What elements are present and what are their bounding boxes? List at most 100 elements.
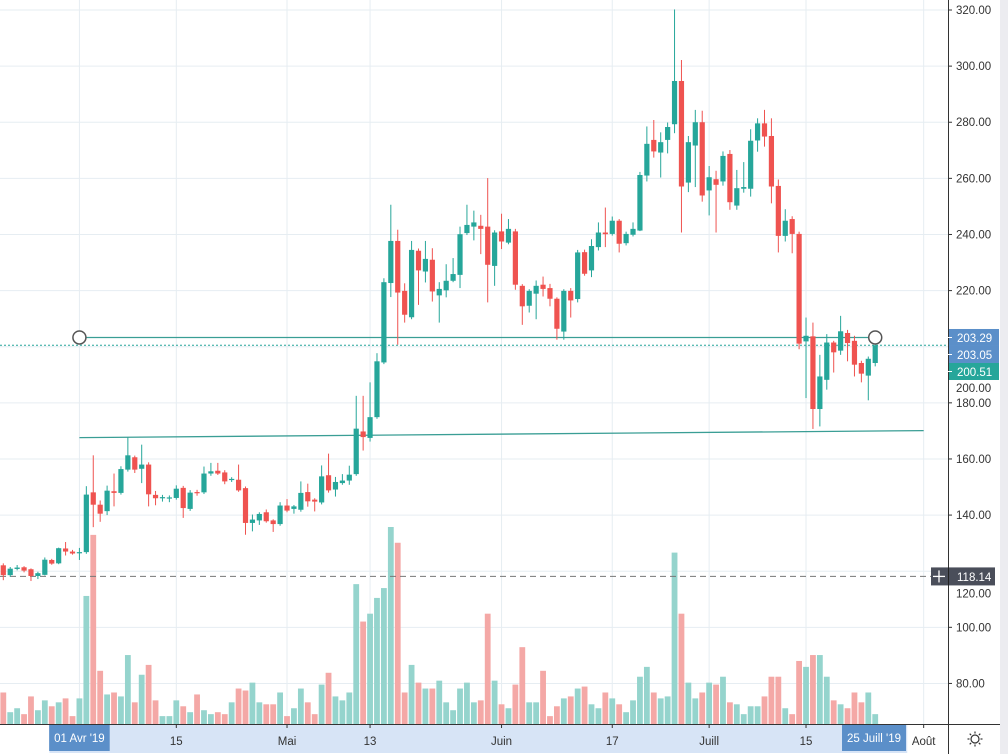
candle-body — [159, 497, 166, 499]
time-label-bg — [842, 725, 906, 751]
candle — [429, 248, 435, 302]
candle — [865, 356, 871, 401]
candle-body — [388, 240, 394, 284]
candle-body — [263, 512, 269, 522]
volume-bar — [588, 704, 595, 724]
candle-body — [173, 488, 179, 498]
time-tick-label: Août — [912, 736, 936, 748]
candle-body — [408, 249, 415, 318]
candle — [533, 280, 539, 320]
candle-body — [665, 127, 671, 140]
candle — [346, 465, 352, 485]
candle — [678, 59, 685, 233]
volume-bar — [692, 698, 699, 724]
candle — [76, 547, 83, 560]
plus-icon[interactable] — [933, 570, 945, 583]
volume-bar — [97, 670, 104, 724]
trend-line-drawing[interactable] — [79, 429, 924, 439]
candle-body — [367, 417, 373, 438]
volume-bar — [858, 702, 865, 724]
volume-bar — [699, 692, 706, 724]
candle-body — [429, 259, 435, 292]
candle — [741, 162, 747, 193]
line-price-label: 203.29 — [957, 333, 992, 345]
volume-bar — [339, 700, 346, 724]
volume-bar — [124, 655, 131, 724]
volume-bar — [297, 688, 304, 724]
candle — [194, 489, 200, 496]
line-handle[interactable] — [72, 330, 87, 345]
volume-bar — [360, 621, 367, 724]
candle — [665, 122, 671, 154]
candle-body — [838, 331, 844, 351]
scrollbar-strip[interactable] — [1000, 0, 1008, 754]
candle-body — [671, 80, 678, 125]
candle — [803, 317, 809, 399]
candle-body — [249, 519, 256, 523]
candle — [132, 455, 138, 473]
volume-bar — [443, 702, 450, 724]
candle — [284, 499, 290, 513]
candle-body — [97, 504, 103, 514]
volume-bar — [796, 660, 802, 724]
candle-body — [561, 290, 567, 332]
candle-body — [602, 232, 608, 235]
volume-bar — [48, 706, 55, 724]
drawings[interactable] — [0, 336, 948, 577]
sun-gear-icon[interactable] — [967, 731, 983, 747]
candle — [242, 486, 249, 535]
volume-bar — [194, 694, 200, 724]
candle — [540, 276, 546, 297]
volume-bar — [713, 684, 719, 724]
candle-body — [235, 479, 242, 491]
volume-bar — [768, 676, 775, 724]
volume-bar — [872, 714, 879, 724]
candle-body — [374, 361, 380, 418]
candle — [49, 558, 55, 565]
time-label-bg — [49, 725, 110, 751]
candle — [28, 568, 34, 582]
candle — [312, 498, 318, 512]
candle — [0, 563, 6, 581]
price-tick-label: 240.00 — [956, 229, 991, 241]
candle-body — [803, 335, 809, 342]
candle-body — [547, 288, 553, 299]
candle-body — [851, 340, 858, 365]
price-tick-label: 280.00 — [956, 117, 991, 129]
candle-body — [187, 492, 193, 509]
time-tick-label: Juill — [699, 736, 719, 748]
candle-body — [35, 573, 41, 576]
candle-body — [14, 567, 20, 569]
price-axis[interactable]: 320.00 300.00 280.00 260.00 240.00 220.00 200.… — [931, 0, 1008, 754]
candle — [21, 566, 27, 573]
candle-body — [824, 342, 830, 380]
candle-body — [658, 142, 664, 153]
candle-body — [519, 285, 525, 307]
volume-bars — [0, 527, 879, 724]
candle-body — [312, 499, 318, 502]
line-handles[interactable] — [72, 330, 883, 345]
volume-bar — [720, 676, 726, 724]
time-axis[interactable]: 01 Avr '19 15 Mai 13 Juin 17 Juill 15 25 Juill '… — [0, 724, 1000, 754]
candle — [748, 129, 754, 197]
candle-body — [741, 187, 747, 189]
candle-body — [339, 480, 345, 484]
volume-bar — [208, 714, 214, 724]
price-tick-label: 80.00 — [956, 678, 985, 690]
candle-body — [581, 252, 588, 274]
candle — [644, 126, 650, 182]
price-tick-label: 100.00 — [956, 622, 991, 634]
volume-bar — [111, 692, 117, 724]
candle — [844, 329, 851, 362]
candle — [588, 239, 595, 278]
line-handle[interactable] — [867, 330, 883, 345]
volume-bar — [574, 688, 581, 724]
candle — [180, 485, 186, 518]
candle-body — [748, 140, 754, 189]
candle — [263, 509, 269, 523]
volume-bar — [733, 704, 740, 724]
candle-body — [498, 231, 505, 242]
volume-bar — [429, 688, 436, 724]
candles — [0, 9, 878, 582]
